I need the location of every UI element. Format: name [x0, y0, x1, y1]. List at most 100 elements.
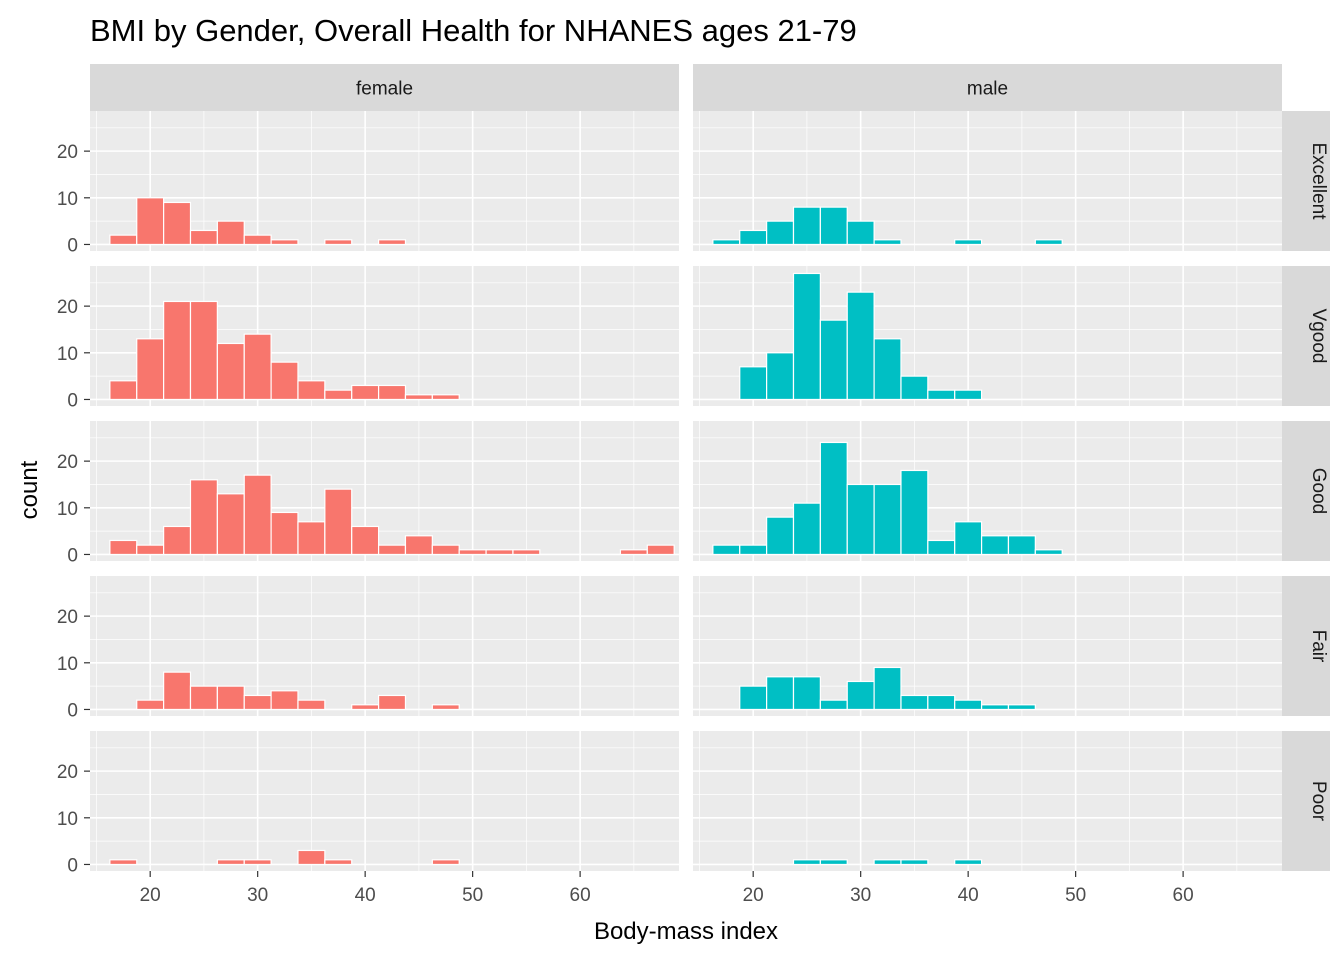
histogram-bar	[954, 389, 983, 401]
histogram-bar	[270, 690, 299, 711]
histogram-bar	[846, 220, 875, 246]
strip-good	[1282, 421, 1330, 561]
y-tick-label: 20	[57, 607, 78, 628]
histogram-bar	[189, 229, 218, 246]
y-tick-label: 10	[57, 189, 78, 210]
y-tick-label: 20	[57, 762, 78, 783]
histogram-bar	[1007, 535, 1036, 556]
histogram-bar	[512, 549, 541, 556]
panel-male-fair	[693, 576, 1282, 716]
histogram-bar	[243, 234, 272, 246]
histogram-bar	[189, 479, 218, 556]
histogram-bar	[485, 549, 514, 556]
histogram-bar	[377, 544, 407, 556]
histogram-bar	[846, 483, 875, 556]
x-tick-label: 50	[1065, 885, 1086, 906]
histogram-bar	[216, 342, 245, 401]
panel-male-vgood	[693, 266, 1282, 406]
y-tick-label: 10	[57, 499, 78, 520]
histogram-bar	[163, 201, 192, 246]
y-tick-label: 0	[67, 855, 78, 876]
histogram-bar	[739, 229, 768, 246]
y-tick-label: 20	[57, 142, 78, 163]
y-tick-label: 0	[67, 545, 78, 566]
strip-vgood	[1282, 266, 1330, 406]
histogram-bar	[739, 544, 768, 556]
strip-excellent	[1282, 111, 1330, 251]
y-tick-label: 0	[67, 700, 78, 721]
strip-label-female: female	[356, 79, 413, 100]
y-tick-label: 10	[57, 809, 78, 830]
histogram-bar	[712, 544, 741, 556]
histogram-bar	[954, 859, 983, 866]
strip-label-male: male	[967, 79, 1008, 100]
histogram-bar	[216, 220, 245, 246]
histogram-bar	[216, 685, 245, 711]
histogram-bar	[136, 544, 165, 556]
histogram-bar	[873, 483, 902, 556]
strip-label-good: Good	[1308, 468, 1329, 514]
histogram-bar	[324, 488, 353, 556]
panel-male-poor: 20 30 40 50 60	[693, 731, 1282, 906]
histogram-bar	[766, 516, 795, 556]
histogram-bar	[1007, 704, 1036, 711]
histogram-bar	[136, 699, 165, 711]
x-tick-label: 50	[462, 885, 483, 906]
strip-label-vgood: Vgood	[1308, 309, 1329, 364]
histogram-bar	[792, 272, 821, 401]
histogram-bar	[404, 394, 433, 401]
histogram-bar	[243, 859, 272, 866]
histogram-bar	[136, 197, 165, 246]
histogram-bar	[954, 699, 983, 711]
histogram-bar	[189, 685, 218, 711]
histogram-bar	[163, 525, 192, 556]
histogram-bar	[792, 502, 821, 556]
histogram-bar	[351, 704, 380, 711]
histogram-bar	[109, 234, 138, 246]
x-tick-label: 20	[140, 885, 161, 906]
histogram-bar	[324, 859, 353, 866]
histogram-bar	[136, 338, 165, 401]
histogram-bar	[431, 859, 460, 866]
histogram-bar	[954, 521, 983, 556]
histogram-bar	[216, 859, 245, 866]
strip-male	[693, 64, 1282, 111]
histogram-bar	[297, 521, 326, 556]
histogram-bar	[739, 366, 768, 401]
histogram-bar	[846, 680, 875, 711]
y-tick-label: 20	[57, 452, 78, 473]
histogram-bar	[900, 375, 929, 401]
histogram-bar	[324, 239, 353, 246]
histogram-bar	[739, 685, 768, 711]
histogram-bar	[216, 493, 245, 556]
histogram-bar	[297, 699, 326, 711]
histogram-bar	[109, 380, 138, 401]
histogram-bar	[712, 239, 741, 246]
histogram-bar	[109, 539, 138, 556]
histogram-bar	[792, 206, 821, 246]
strip-female	[90, 64, 679, 111]
y-tick-label: 0	[67, 390, 78, 411]
histogram-bar	[927, 389, 956, 401]
histogram-bar	[927, 539, 956, 556]
histogram-bar	[270, 239, 299, 246]
histogram-bar	[954, 239, 983, 246]
histogram-bar	[431, 704, 460, 711]
histogram-bar	[873, 666, 902, 711]
histogram-bar	[792, 676, 821, 711]
histogram-bar	[270, 511, 299, 556]
histogram-bar	[351, 384, 380, 401]
histogram-bar	[619, 549, 648, 556]
histogram-bar	[766, 220, 795, 246]
x-tick-label: 60	[570, 885, 591, 906]
histogram-bar	[297, 849, 326, 866]
histogram-bar	[163, 671, 192, 711]
histogram-bar	[646, 544, 675, 556]
histogram-bar	[377, 694, 407, 711]
histogram-bar	[873, 338, 902, 401]
histogram-bar	[819, 859, 848, 866]
histogram-bar	[792, 859, 821, 866]
histogram-bar	[846, 291, 875, 401]
histogram-bar	[900, 469, 929, 556]
